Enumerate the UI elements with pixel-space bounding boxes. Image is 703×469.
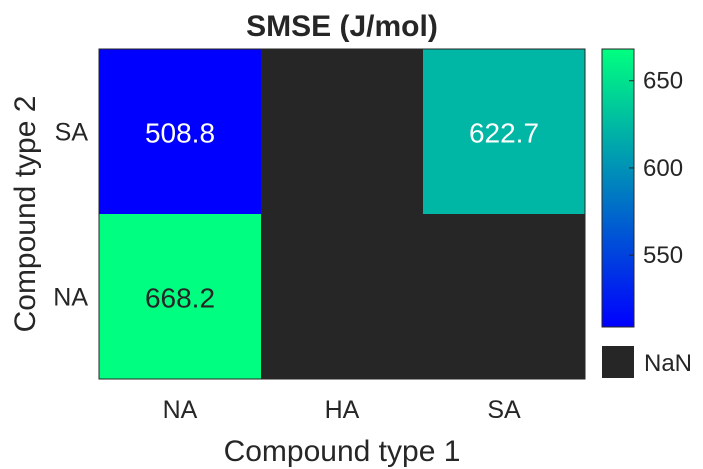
colorbar-tick-label: 650 (643, 68, 683, 95)
plot-frame (98, 48, 586, 380)
heatmap-cell (99, 49, 261, 214)
x-tick-label: SA (487, 396, 521, 424)
x-axis-label: Compound type 1 (224, 435, 461, 468)
y-tick-labels: SA NA (53, 119, 88, 312)
heatmap-cells: 508.8 622.7 668.2 (99, 49, 585, 379)
heatmap-cell (99, 214, 261, 379)
cell-value-label: 622.7 (469, 118, 539, 149)
x-tick-labels: NA HA SA (163, 396, 521, 424)
colorbar (601, 48, 635, 328)
colorbar-ticks: 550 600 650 (629, 68, 683, 269)
nan-legend-label: NaN (644, 350, 692, 377)
cell-value-label: 508.8 (145, 118, 215, 149)
heatmap-cell (261, 214, 423, 379)
heatmap-cell (261, 49, 423, 214)
heatmap-cell (423, 49, 585, 214)
colorbar-tick-label: 550 (643, 242, 683, 269)
x-tick-label: NA (163, 396, 198, 424)
y-tick-label: SA (55, 119, 89, 147)
y-axis-label: Compound type 2 (9, 96, 42, 333)
cell-value-label: 668.2 (145, 283, 215, 314)
nan-legend-swatch (602, 346, 634, 378)
y-tick-label: NA (53, 284, 88, 312)
heatmap-cell (423, 214, 585, 379)
chart-title: SMSE (J/mol) (246, 10, 438, 43)
x-tick-label: HA (325, 396, 360, 424)
colorbar-tick-label: 600 (643, 155, 683, 182)
